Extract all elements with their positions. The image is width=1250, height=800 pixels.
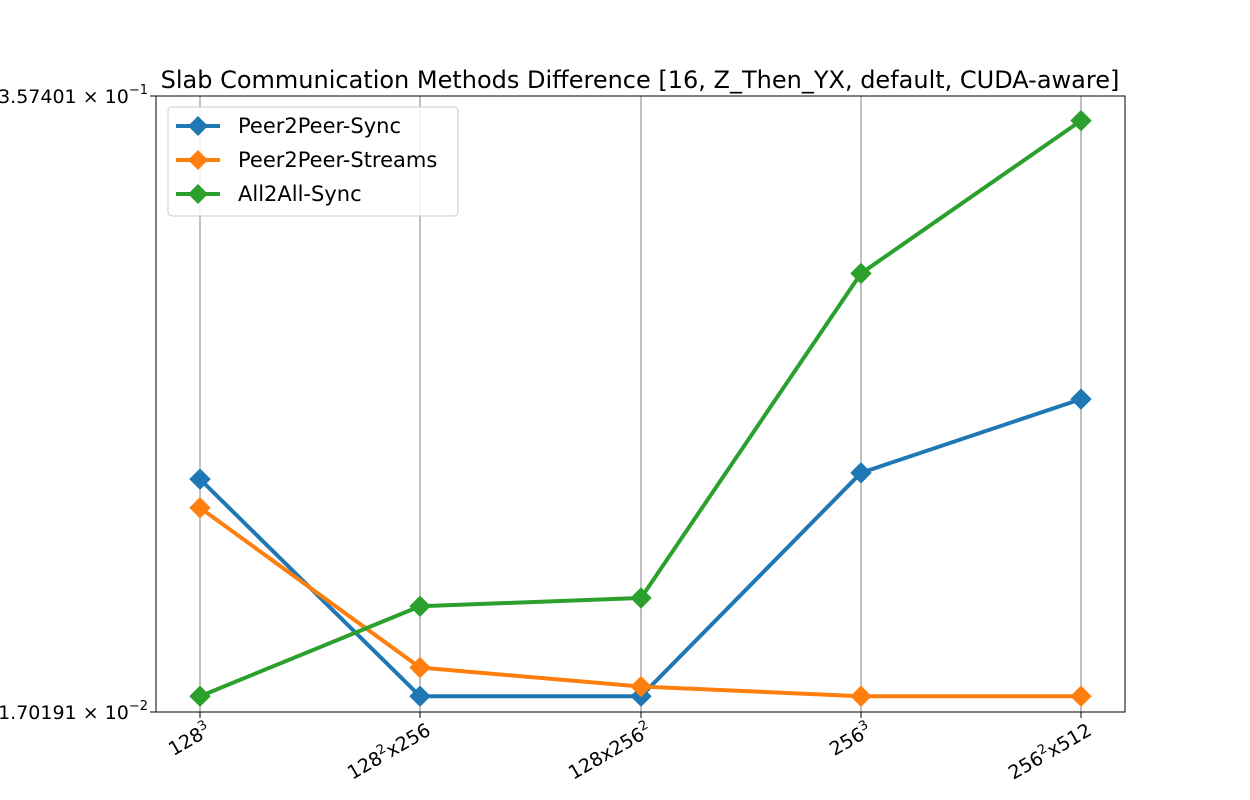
data-point — [850, 685, 872, 707]
legend-label: All2All-Sync — [238, 182, 362, 206]
legend-swatch-marker — [188, 116, 208, 136]
x-tick-label: 2563 — [825, 718, 876, 761]
x-tick-label: 1283 — [164, 718, 215, 761]
legend-label: Peer2Peer-Streams — [238, 148, 437, 172]
data-point — [1070, 685, 1092, 707]
chart-title: Slab Communication Methods Difference [1… — [161, 66, 1120, 94]
data-point — [409, 685, 431, 707]
data-point — [630, 675, 652, 698]
data-point — [630, 587, 652, 609]
y-tick-label: 3.57401 × 10−1 — [0, 83, 148, 108]
y-tick-label: 1.70191 × 10−2 — [0, 699, 148, 724]
x-tick-label: 1282x256 — [343, 718, 435, 785]
data-point — [189, 497, 211, 519]
series-layer — [189, 109, 1092, 707]
data-point — [409, 595, 431, 617]
legend: Peer2Peer-Sync Peer2Peer-Streams All2All-S… — [167, 106, 459, 217]
legend-box — [167, 106, 459, 217]
data-point — [1070, 109, 1092, 132]
x-tick-label: 128x2562 — [564, 718, 656, 785]
data-point — [850, 262, 872, 285]
legend-swatch-marker — [188, 184, 208, 204]
data-point — [850, 462, 872, 484]
data-point — [189, 685, 211, 707]
legend-label: Peer2Peer-Sync — [238, 114, 401, 138]
data-point — [409, 656, 431, 679]
data-point — [1070, 388, 1092, 410]
x-tick-label: 2562x512 — [1004, 718, 1096, 785]
legend-swatch-marker — [188, 150, 208, 170]
data-point — [189, 468, 211, 490]
